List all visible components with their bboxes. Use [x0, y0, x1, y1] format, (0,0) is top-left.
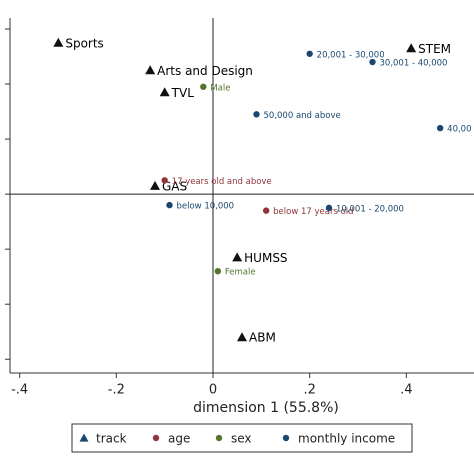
point-label: GAS — [162, 179, 187, 193]
point — [262, 207, 270, 214]
point-triangle — [145, 65, 156, 75]
point — [200, 83, 207, 90]
point-label: 20,001 - 30,000 — [317, 50, 385, 60]
point — [166, 201, 173, 209]
point — [325, 204, 333, 212]
point — [369, 58, 376, 66]
x-tick-label: .2 — [303, 383, 315, 398]
legend-marker — [79, 433, 89, 442]
point-label: Sports — [65, 36, 103, 50]
point-label: below 10,000 — [177, 202, 235, 212]
point-label: STEM — [418, 42, 451, 56]
point — [214, 267, 222, 275]
legend-label: age — [168, 432, 190, 446]
point — [253, 111, 260, 118]
legend-marker — [215, 434, 223, 442]
point-label: 40,00 — [447, 125, 471, 135]
legend-label: monthly income — [298, 432, 395, 446]
legend-label: sex — [231, 432, 252, 446]
point-label: below 17 years old — [273, 207, 353, 217]
x-tick-label: 0 — [209, 383, 217, 398]
point-label: TVL — [171, 86, 195, 100]
point-label: 50,000 and above — [264, 111, 341, 121]
point-label: 30,001 - 40,000 — [380, 59, 448, 69]
point-triangle — [159, 87, 170, 97]
x-tick-label: -.4 — [11, 383, 28, 398]
x-tick-label: -.2 — [108, 383, 125, 398]
legend-marker — [282, 434, 290, 442]
point — [161, 177, 168, 184]
point — [306, 50, 313, 57]
x-axis-title: dimension 1 (55.8%) — [193, 400, 339, 416]
legend-box — [71, 423, 413, 453]
point-triangle — [232, 252, 243, 262]
point-label: Female — [225, 268, 256, 278]
point-triangle — [406, 43, 417, 53]
point-label: 10,001 - 20,000 — [336, 204, 404, 214]
point-triangle — [237, 332, 247, 342]
point-triangle — [150, 180, 160, 190]
point-label: ABM — [249, 331, 276, 345]
point-label: HUMSS — [244, 251, 287, 265]
legend-label: track — [96, 432, 127, 446]
point-triangle — [53, 37, 64, 47]
legend-marker — [152, 434, 160, 442]
point — [436, 124, 444, 132]
point-label: Male — [210, 83, 230, 93]
point-label: Arts and Design — [157, 64, 253, 78]
x-tick-label: .4 — [400, 383, 412, 398]
point-label: 17 years old and above — [172, 177, 272, 187]
